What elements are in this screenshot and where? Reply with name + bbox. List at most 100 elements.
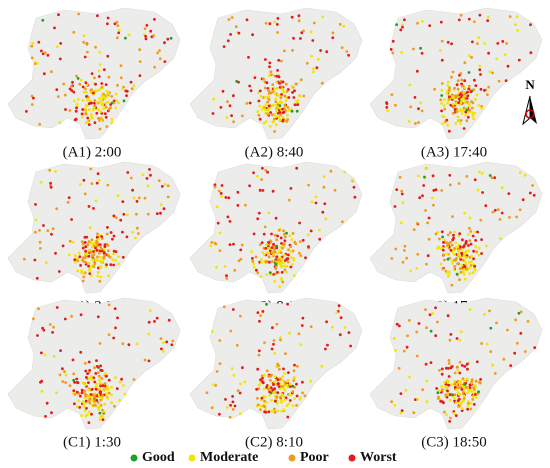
station-dot [106, 91, 110, 95]
station-dot [211, 330, 214, 333]
station-dot [88, 99, 92, 102]
station-dot [276, 69, 279, 72]
station-dot [420, 109, 424, 113]
station-dot [273, 233, 277, 237]
station-dot [230, 367, 234, 370]
station-dot [94, 246, 97, 250]
station-dot [291, 91, 294, 94]
station-dot [35, 62, 39, 65]
station-dot [443, 381, 446, 384]
station-dot [235, 80, 239, 83]
station-dot [79, 313, 83, 317]
station-dot [474, 393, 477, 396]
station-dot [285, 90, 289, 93]
station-dot [297, 19, 301, 23]
station-dot [424, 167, 428, 171]
station-dot [117, 101, 120, 105]
station-dot [49, 185, 53, 189]
station-dot [276, 258, 280, 261]
station-dot [61, 367, 64, 371]
station-dot [460, 409, 464, 412]
station-dot [436, 320, 439, 324]
station-dot [227, 18, 231, 21]
station-dot [135, 342, 139, 346]
station-dot [463, 382, 467, 386]
station-dot [87, 381, 90, 384]
station-dot [57, 13, 60, 17]
station-dot [75, 381, 79, 384]
station-dot [31, 41, 35, 45]
station-dot [30, 103, 34, 106]
station-dot [135, 212, 138, 216]
station-dot [398, 324, 401, 328]
station-dot [233, 269, 237, 272]
station-dot [232, 242, 235, 246]
station-dot [240, 243, 244, 247]
station-dot [280, 409, 284, 413]
station-dot [87, 261, 91, 265]
station-dot [93, 366, 96, 370]
station-dot [106, 183, 110, 187]
station-dot [104, 83, 108, 86]
station-dot [281, 378, 285, 382]
station-dot [449, 231, 452, 234]
station-dot [487, 51, 490, 55]
station-dot [290, 238, 294, 241]
station-dot [459, 270, 463, 274]
station-dot [166, 37, 170, 41]
station-dot [71, 358, 75, 362]
station-dot [467, 233, 470, 236]
station-dot [54, 251, 57, 255]
station-dot [257, 353, 261, 357]
station-dot [457, 97, 461, 101]
station-dot [75, 390, 79, 394]
station-dot [453, 386, 457, 389]
station-dot [80, 414, 83, 417]
station-dot [331, 36, 335, 40]
map-panel: (A3) 17:40 [369, 7, 543, 160]
station-dot [263, 399, 266, 403]
station-dot [81, 381, 85, 385]
station-dot [514, 318, 517, 322]
station-dot [264, 58, 267, 61]
station-dot [449, 416, 452, 420]
station-dot [45, 261, 48, 265]
map-panel: (B3) 17:30 [369, 161, 543, 314]
station-dot [402, 349, 406, 353]
station-dot [301, 316, 305, 320]
station-dot [256, 174, 259, 178]
station-dot [467, 103, 471, 106]
station-dot [471, 101, 475, 105]
station-dot [118, 380, 122, 384]
station-dot [459, 109, 463, 113]
station-dot [81, 256, 85, 260]
station-dot [58, 57, 62, 61]
station-dot [258, 117, 262, 121]
station-dot [439, 399, 443, 403]
station-dot [390, 257, 394, 260]
station-dot [73, 254, 77, 257]
station-dot [278, 387, 282, 391]
station-dot [241, 114, 244, 118]
station-dot [114, 326, 117, 330]
station-dot [300, 324, 304, 327]
station-dot [337, 304, 341, 308]
station-dot [315, 66, 319, 70]
station-dot [472, 117, 475, 121]
station-dot [312, 21, 316, 25]
station-dot [83, 361, 87, 365]
station-dot [276, 93, 280, 97]
station-dot [225, 277, 229, 280]
station-dot [385, 106, 389, 109]
station-dot [281, 89, 285, 93]
station-dot [515, 15, 519, 19]
station-dot [279, 261, 283, 265]
station-dot [85, 43, 89, 46]
station-dot [460, 82, 463, 86]
station-dot [258, 188, 262, 192]
station-dot [454, 94, 458, 98]
station-dot [228, 104, 232, 108]
station-dot [281, 118, 285, 121]
station-dot [521, 198, 525, 202]
station-dot [495, 57, 498, 61]
